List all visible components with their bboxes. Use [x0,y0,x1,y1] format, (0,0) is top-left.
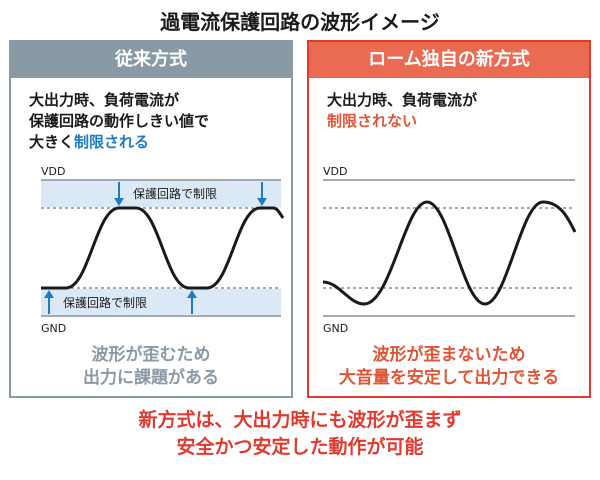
new-method-panel: ローム独自の新方式 大出力時、負荷電流が 制限されない VDD GND 波形が歪… [307,40,591,398]
right-desc-line1: 大出力時、負荷電流が [327,91,478,109]
conventional-method-description: 大出力時、負荷電流が 保護回路の動作しきい値で 大きく制限される [29,90,279,153]
bottom-limit-band [41,289,281,315]
right-desc-highlight: 制限されない [327,112,418,130]
conclusion-text: 新方式は、大出力時にも波形が歪まず 安全かつ安定した動作が可能 [0,407,600,461]
left-caption-line1: 波形が歪むため [91,345,211,365]
bottom-band-label: 保護回路で制限 [63,295,147,310]
new-method-description: 大出力時、負荷電流が 制限されない [327,90,577,132]
new-method-header: ローム独自の新方式 [309,42,589,78]
left-desc-line3: 大きく制限される [29,132,279,153]
right-vdd-label: VDD [323,165,347,178]
full-sine-wave [322,200,577,306]
left-desc-line3-prefix: 大きく [29,133,75,151]
right-caption-line1: 波形が歪まないため [372,345,526,365]
undistorted-waveform-graph: VDD GND [322,165,577,335]
left-gnd-label: GND [41,322,66,335]
diagram-title: 過電流保護回路の波形イメージ [160,10,440,34]
left-desc-line1: 大出力時、負荷電流が [29,91,180,109]
right-caption-line2: 大音量を安定して出力できる [338,368,560,388]
right-gnd-label: GND [323,322,348,335]
conventional-method-caption: 波形が歪むため 出力に課題がある [11,344,291,390]
bottom-limit-arrow-right [187,290,197,314]
left-caption-line2: 出力に課題がある [83,368,219,388]
left-desc-line2: 保護回路の動作しきい値で [29,112,210,130]
left-vdd-label: VDD [41,165,65,178]
top-limit-arrow-left [114,182,124,206]
bottom-limit-arrow-left [44,290,54,314]
conventional-method-panel: 従来方式 大出力時、負荷電流が 保護回路の動作しきい値で 大きく制限される VD… [9,40,293,398]
clipped-waveform-graph: VDD 保護回路で制限 保護回路で制限 GND [41,165,285,335]
left-desc-highlight: 制限される [74,133,150,151]
clipped-sine-wave [41,206,285,290]
conventional-method-header: 従来方式 [11,42,291,78]
new-method-caption: 波形が歪まないため 大音量を安定して出力できる [309,344,589,390]
conclusion-line1: 新方式は、大出力時にも波形が歪まず [138,409,462,431]
top-band-label: 保護回路で制限 [133,186,217,201]
top-limit-arrow-right [257,182,267,206]
top-limit-band [41,181,281,207]
conclusion-line2: 安全かつ安定した動作が可能 [176,436,424,458]
